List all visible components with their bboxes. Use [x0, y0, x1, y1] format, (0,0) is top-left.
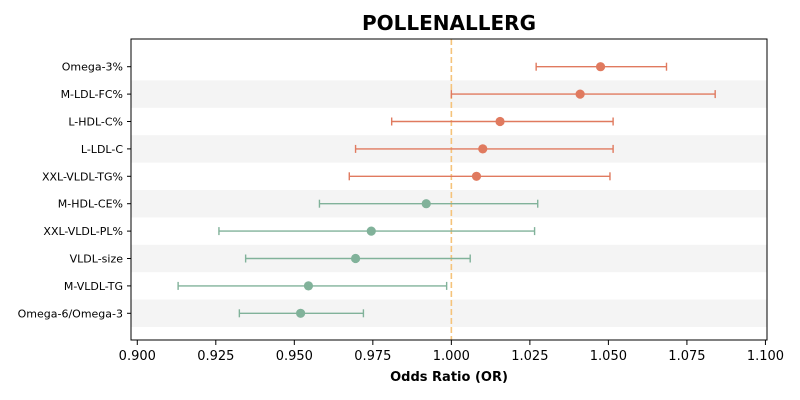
x-tick-label: 1.000: [433, 349, 470, 364]
y-tick-label: XXL-VLDL-PL%: [43, 225, 123, 238]
x-tick-label: 0.925: [197, 349, 234, 364]
or-point: [421, 199, 431, 209]
y-tick-label: XXL-VLDL-TG%: [42, 170, 123, 183]
or-point: [495, 116, 505, 127]
or-point: [575, 89, 585, 99]
or-point: [350, 253, 361, 264]
x-tick-label: 0.950: [276, 349, 313, 364]
odds-ratio-points: [296, 62, 606, 318]
or-point: [303, 281, 314, 291]
chart-title: POLLENALLERG: [362, 11, 536, 35]
or-point: [478, 144, 488, 154]
x-tick-label: 1.100: [747, 349, 784, 364]
y-tick-label: L-HDL-C%: [68, 116, 123, 129]
plot-frame: [130, 38, 768, 341]
y-tick-label: VLDL-size: [70, 253, 124, 266]
y-tick-label: M-VLDL-TG: [64, 280, 123, 293]
x-axis-label: Odds Ratio (OR): [390, 370, 508, 385]
y-tick-label: M-HDL-CE%: [58, 198, 123, 211]
x-tick-label: 0.900: [119, 349, 156, 364]
x-tick-label: 1.075: [668, 349, 705, 364]
or-point: [595, 62, 606, 72]
y-tick-label: Omega-6/Omega-3: [18, 307, 123, 320]
x-tick-label: 1.025: [511, 349, 548, 364]
y-tick-label: M-LDL-FC%: [61, 88, 123, 101]
or-point: [296, 308, 306, 318]
y-axis-labels: Omega-3% M-LDL-FC% L-HDL-C% L-LDL-C XXL-VLDL…: [18, 61, 131, 320]
y-tick-label: L-LDL-C: [81, 143, 123, 156]
or-point: [471, 171, 482, 181]
x-axis-ticks: 0.900 0.925 0.950 0.975 1.000 1.025 1.050 1.075…: [119, 340, 784, 364]
x-tick-label: 1.050: [590, 349, 627, 364]
x-tick-label: 0.975: [354, 349, 391, 364]
row-stripe: [131, 299, 767, 327]
or-point: [366, 226, 376, 236]
y-tick-label: Omega-3%: [62, 61, 123, 74]
